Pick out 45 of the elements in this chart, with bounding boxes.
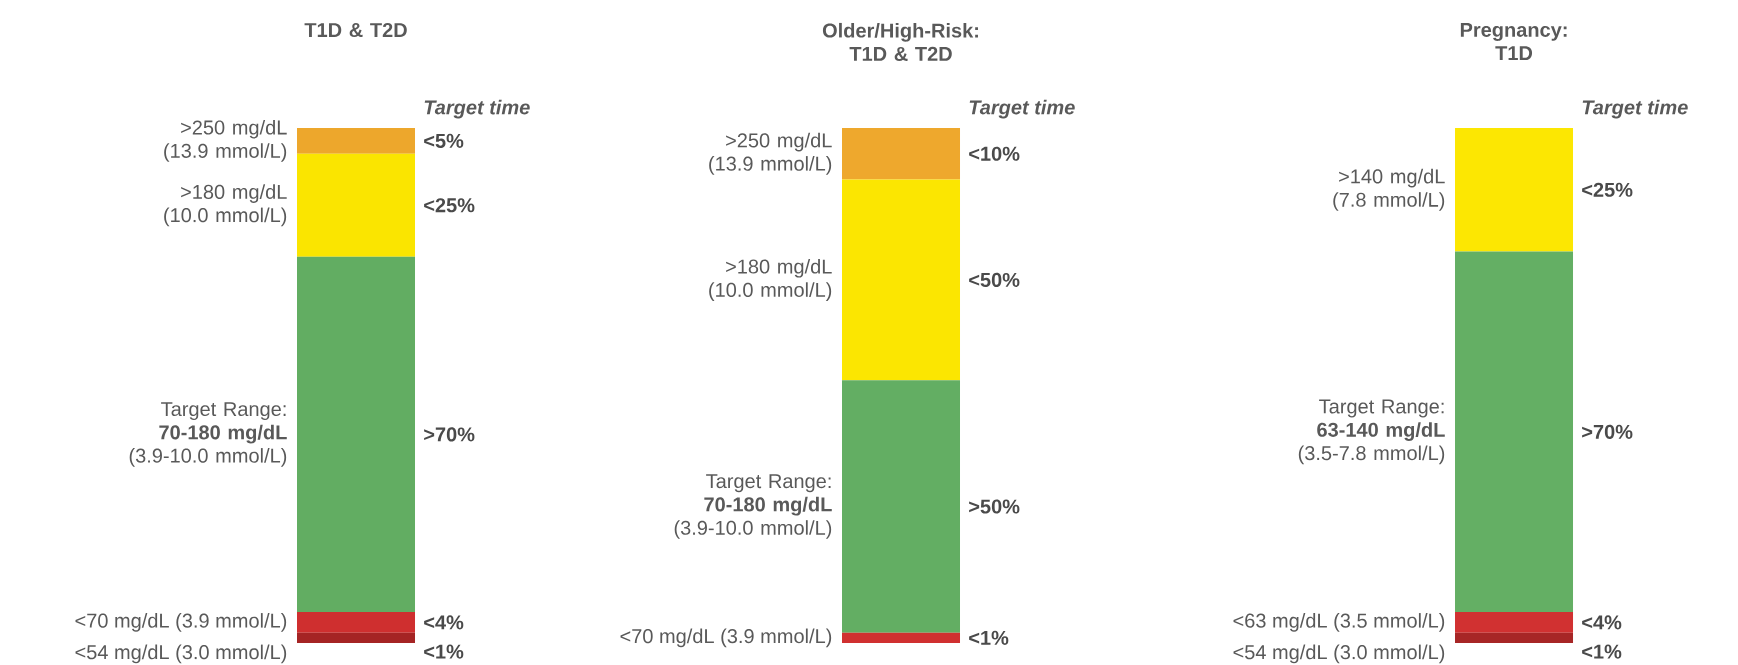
bar [1455,632,1574,643]
text: Target time [969,99,1075,119]
bar [1455,128,1574,252]
text: <25% [424,198,475,213]
text: <1% [1582,644,1622,659]
bar [297,612,416,633]
text: <1% [424,644,464,659]
bar [297,128,416,154]
series-label: <54 mg/dL (3.0 mmol/L) [1233,644,1445,664]
bar [842,632,961,643]
series-label: >180 mg/dL (10.0 mmol/L) [709,258,832,301]
series-label: Target Range: 70-180 mg/dL (3.9-10.0 mmol/L) [129,402,287,467]
series-label: Target Range: 63-140 mg/dL (3.5-7.8 mmol/L) [1298,399,1445,465]
series-label: <54 mg/dL (3.0 mmol/L) [75,644,287,664]
series-label: <70 mg/dL (3.9 mmol/L) [620,628,832,648]
series-label: Target Range: 70-180 mg/dL (3.9-10.0 mmol/L) [674,474,832,539]
bar [842,179,961,381]
series-label: >250 mg/dL (13.9 mmol/L) [709,132,832,175]
text: Target time [1582,99,1688,119]
text: <25% [1582,182,1633,197]
text: <50% [969,272,1020,287]
bar [1455,251,1574,613]
text: >70% [424,427,475,442]
bar [842,380,961,633]
chart-title: Older/High-Risk: T1D & T2D [822,22,978,61]
text: <5% [424,133,464,148]
chart-title: Pregnancy: T1D [1460,22,1567,61]
series-label: <63 mg/dL (3.5 mmol/L) [1233,613,1445,632]
series-label: >250 mg/dL (13.9 mmol/L) [164,119,287,162]
bar [1455,612,1574,633]
series-label: >140 mg/dL (7.8 mmol/L) [1333,168,1445,211]
text: <4% [424,615,464,630]
series-label: >180 mg/dL (10.0 mmol/L) [164,184,287,227]
text: >70% [1582,424,1633,439]
bar [297,632,416,643]
chart-title: T1D & T2D [304,22,407,38]
series-label: <70 mg/dL (3.9 mmol/L) [75,613,287,632]
text: <10% [969,146,1020,161]
text: Target time [424,99,530,119]
bar [842,128,961,180]
bar [297,153,416,257]
text: >50% [969,499,1020,514]
text: <4% [1582,615,1622,630]
text: <1% [969,630,1009,645]
bar [297,256,416,613]
